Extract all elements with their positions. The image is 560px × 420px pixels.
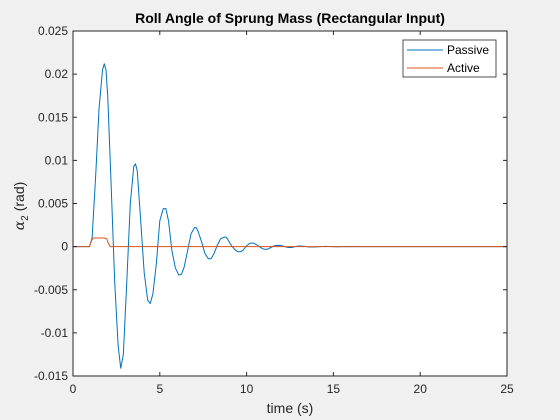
legend-label-active: Active bbox=[447, 61, 480, 75]
y-tick-label: -0.005 bbox=[34, 283, 68, 297]
legend-label-passive: Passive bbox=[447, 43, 489, 57]
y-axis-label-subscript: 2 bbox=[20, 215, 31, 221]
legend: Passive Active bbox=[402, 39, 497, 78]
y-tick-label: 0.01 bbox=[45, 153, 69, 167]
series-layer bbox=[73, 63, 507, 369]
x-tick-label: 15 bbox=[327, 382, 341, 396]
x-tick-label: 5 bbox=[156, 382, 163, 396]
axes-background bbox=[73, 31, 507, 376]
y-tick-label: 0.025 bbox=[38, 24, 68, 38]
x-tick-label: 10 bbox=[240, 382, 254, 396]
y-axis-label-unit: (rad) bbox=[11, 182, 27, 212]
y-tick-label: 0.015 bbox=[38, 110, 68, 124]
x-axis-label: time (s) bbox=[267, 400, 314, 416]
chart-title: Roll Angle of Sprung Mass (Rectangular I… bbox=[135, 10, 445, 26]
legend-box bbox=[402, 39, 497, 78]
y-tick-label: -0.015 bbox=[34, 369, 68, 383]
y-axis-label-symbol: α bbox=[12, 220, 28, 230]
x-tick-label: 0 bbox=[70, 382, 77, 396]
y-axis-label: α2 (rad) bbox=[11, 182, 31, 231]
series-line-active bbox=[73, 237, 507, 248]
y-tick-label: -0.01 bbox=[41, 326, 69, 340]
x-tick-label: 25 bbox=[500, 382, 514, 396]
y-tick-label: 0 bbox=[61, 240, 68, 254]
y-tick-label: 0.005 bbox=[38, 197, 68, 211]
x-tick-label: 20 bbox=[414, 382, 428, 396]
y-tick-label: 0.02 bbox=[45, 67, 69, 81]
y-ticks: -0.015 -0.01 -0.005 0 0.005 0.01 0.015 0.02 0.02… bbox=[34, 24, 507, 383]
x-ticks: 0 5 10 15 20 25 bbox=[70, 31, 514, 396]
